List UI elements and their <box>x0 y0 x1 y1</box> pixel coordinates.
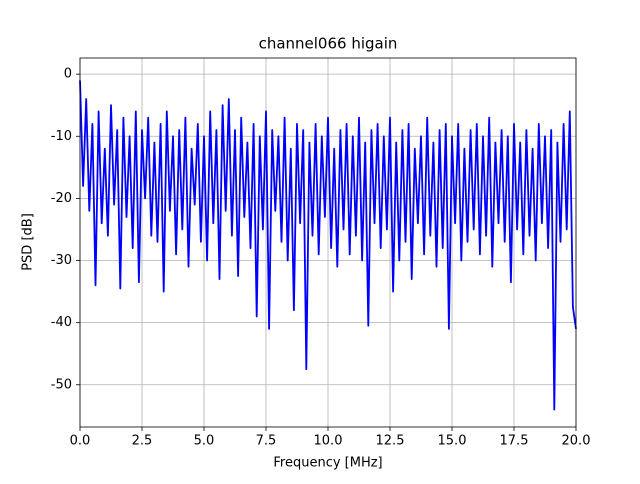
y-tick-label: -50 <box>51 377 72 392</box>
x-tick-label: 10.0 <box>314 434 343 449</box>
y-tick-label: -40 <box>51 315 72 330</box>
x-axis-label: Frequency [MHz] <box>273 456 382 471</box>
y-tick-label: -20 <box>51 191 72 206</box>
x-tick-label: 2.5 <box>132 434 153 449</box>
y-tick-label: -10 <box>51 129 72 144</box>
x-tick-label: 20.0 <box>562 434 591 449</box>
x-tick-label: 12.5 <box>376 434 405 449</box>
x-tick-label: 15.0 <box>438 434 467 449</box>
y-tick-label: 0 <box>64 67 72 82</box>
x-tick-label: 17.5 <box>500 434 529 449</box>
line-series <box>79 80 577 411</box>
x-tick-label: 7.5 <box>256 434 277 449</box>
x-tick-label: 0.0 <box>70 434 91 449</box>
y-tick-label: -30 <box>51 253 72 268</box>
y-axis-label: PSD [dB] <box>21 213 36 271</box>
chart-title: channel066 higain <box>259 35 398 53</box>
x-tick-label: 5.0 <box>194 434 215 449</box>
